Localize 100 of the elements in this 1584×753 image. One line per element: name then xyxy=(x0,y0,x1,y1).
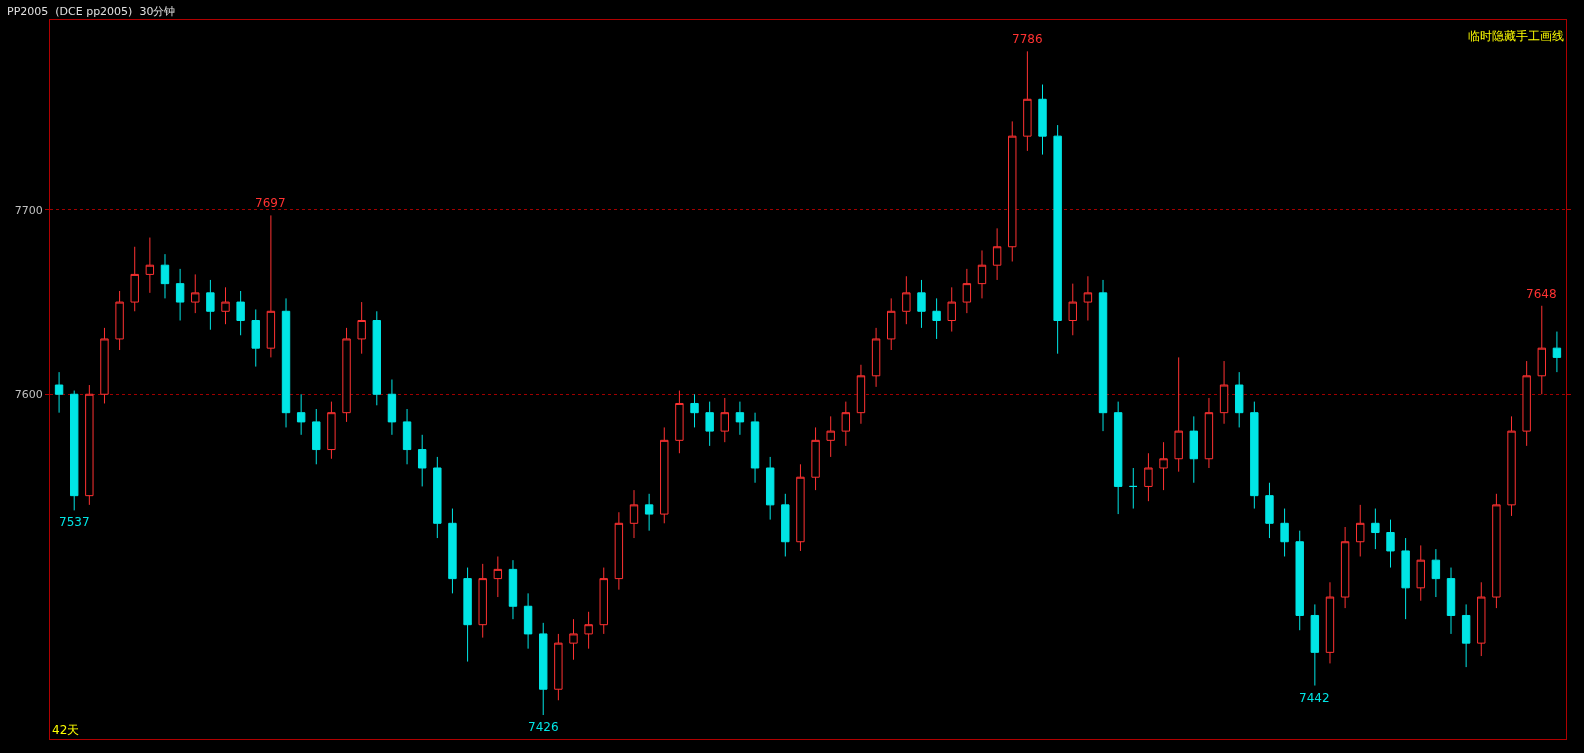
candlestick xyxy=(1416,544,1425,602)
candlestick xyxy=(1144,452,1153,502)
candlestick xyxy=(1204,397,1214,469)
candlestick xyxy=(387,379,397,436)
candlestick xyxy=(614,511,624,591)
candlestick xyxy=(1159,441,1168,491)
candlestick xyxy=(887,297,896,351)
candlestick xyxy=(1250,401,1259,510)
candlestick xyxy=(266,214,276,358)
candlestick xyxy=(690,393,699,428)
candlestick xyxy=(1522,360,1531,447)
candlestick xyxy=(1295,530,1304,631)
candlestick xyxy=(523,592,533,650)
candlestick xyxy=(644,493,654,532)
candlestick xyxy=(433,456,442,539)
candlestick xyxy=(1280,508,1289,557)
candlestick xyxy=(947,286,956,333)
candlestick xyxy=(236,290,245,336)
candlestick xyxy=(1068,283,1077,336)
candlestick xyxy=(281,297,291,428)
candlestick xyxy=(750,412,760,484)
candlestick xyxy=(508,559,518,620)
y-tick-label: 7700 xyxy=(14,203,43,217)
candlestick xyxy=(478,563,487,639)
candlestick xyxy=(417,434,427,487)
candlestick xyxy=(1219,360,1229,425)
candlestick xyxy=(962,268,972,314)
candlestick xyxy=(100,327,109,404)
candlestick xyxy=(1492,493,1501,609)
candlestick xyxy=(1386,519,1395,569)
annotation: 7442 xyxy=(1299,691,1330,705)
candlestick xyxy=(675,390,684,454)
candlestick xyxy=(70,390,79,511)
candlestick xyxy=(841,401,851,447)
candlestick xyxy=(781,493,790,557)
candlestick xyxy=(448,508,457,594)
candlestick xyxy=(569,618,578,661)
candlestick xyxy=(130,246,139,312)
candlestick xyxy=(554,633,563,701)
candlestick xyxy=(463,567,472,663)
candlestick xyxy=(1537,305,1546,395)
candlestick xyxy=(720,397,729,443)
candlestick xyxy=(115,290,124,351)
candlestick xyxy=(765,456,775,521)
annotation: 42天 xyxy=(52,723,80,737)
candlestick xyxy=(977,249,987,299)
candlestick xyxy=(902,275,911,325)
candlestick xyxy=(1265,482,1274,539)
candlestick xyxy=(584,611,593,650)
candlestick xyxy=(145,237,155,294)
candlestick xyxy=(296,393,306,436)
candlestick xyxy=(175,268,185,322)
candlestick xyxy=(539,622,548,716)
annotation: 7648 xyxy=(1526,287,1557,301)
candlestick xyxy=(992,227,1002,281)
candlestick xyxy=(1310,603,1320,687)
candlestick xyxy=(599,567,608,635)
candlestick xyxy=(402,408,412,465)
candlestick xyxy=(1174,356,1183,473)
candlestick xyxy=(1113,401,1123,515)
candlestick xyxy=(1446,567,1456,635)
candlestick xyxy=(1053,124,1062,355)
candlestick xyxy=(1098,279,1108,432)
annotation: 7426 xyxy=(528,720,559,734)
candlestick xyxy=(871,327,881,388)
candlestick xyxy=(735,401,745,436)
candlestick xyxy=(1552,331,1562,373)
candlestick xyxy=(54,371,64,414)
chart-title: PP2005 (DCE pp2005) 30分钟 xyxy=(7,5,176,18)
candlestick xyxy=(1340,526,1350,609)
candlestick xyxy=(660,426,669,524)
annotation: 7537 xyxy=(59,515,90,529)
candlestick xyxy=(1431,548,1441,598)
candlestick xyxy=(342,327,351,423)
candlestick xyxy=(1401,537,1410,620)
candlestick xyxy=(372,310,382,406)
annotation: 7786 xyxy=(1012,32,1043,46)
y-tick-label: 7600 xyxy=(14,388,43,402)
candlestick xyxy=(826,415,835,458)
candlestick xyxy=(1477,581,1486,657)
annotation: 临时隐藏手工画线 xyxy=(1468,29,1564,43)
candlestick xyxy=(327,401,336,460)
candlestick xyxy=(251,308,260,368)
candlestick xyxy=(1356,504,1365,557)
annotation: 7697 xyxy=(255,196,286,210)
candlestick xyxy=(917,279,926,329)
candlestick xyxy=(1461,603,1471,668)
candlestick xyxy=(705,401,714,447)
candlestick xyxy=(493,555,503,598)
candlestick xyxy=(206,279,215,331)
candlestick xyxy=(357,301,366,355)
candlestick xyxy=(796,463,805,552)
candlestick xyxy=(221,286,230,325)
candlestick xyxy=(1371,508,1380,550)
candlestick xyxy=(1083,275,1093,322)
candlestick xyxy=(1129,467,1138,510)
candlestick xyxy=(1234,371,1244,428)
candlestick xyxy=(1023,50,1032,152)
candlestick xyxy=(856,364,866,425)
candlestick xyxy=(629,489,639,539)
